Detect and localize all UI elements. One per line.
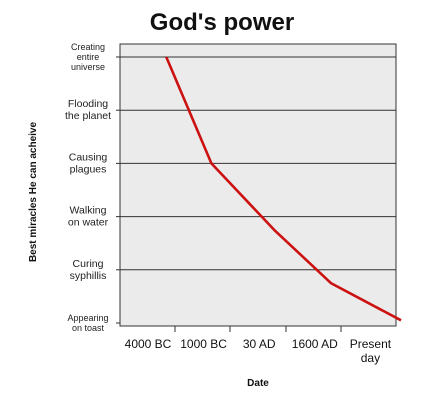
- series-line: [165, 56, 402, 322]
- x-tick-label: Present day: [350, 337, 392, 365]
- plot-area: [119, 43, 397, 327]
- y-tick-label: Curing syphillis: [70, 258, 107, 282]
- y-tick-label: Walking on water: [68, 205, 109, 229]
- y-tick-labels: Creating entire universe Flooding the planet…: [65, 42, 120, 333]
- y-axis-label: Best miracles He can acheive: [28, 122, 39, 263]
- y-tick-label: Flooding the planet: [65, 98, 111, 122]
- x-tick-labels: 4000 BC 1000 BC 30 AD 1600 AD Present day: [125, 326, 392, 365]
- chart-title: God's power: [150, 9, 294, 36]
- x-axis-label: Date: [247, 378, 269, 389]
- y-tick-label: Appearing on toast: [67, 313, 108, 333]
- gridlines: [120, 56, 396, 271]
- series-layer: [165, 56, 402, 322]
- x-tick-label: 4000 BC: [125, 337, 172, 351]
- y-tick-label: Creating entire universe: [71, 42, 105, 72]
- y-tick-label: Causing plagues: [69, 151, 108, 175]
- x-tick-label: 1000 BC: [180, 337, 227, 351]
- x-tick-label: 1600 AD: [292, 337, 338, 351]
- x-tick-label: 30 AD: [243, 337, 276, 351]
